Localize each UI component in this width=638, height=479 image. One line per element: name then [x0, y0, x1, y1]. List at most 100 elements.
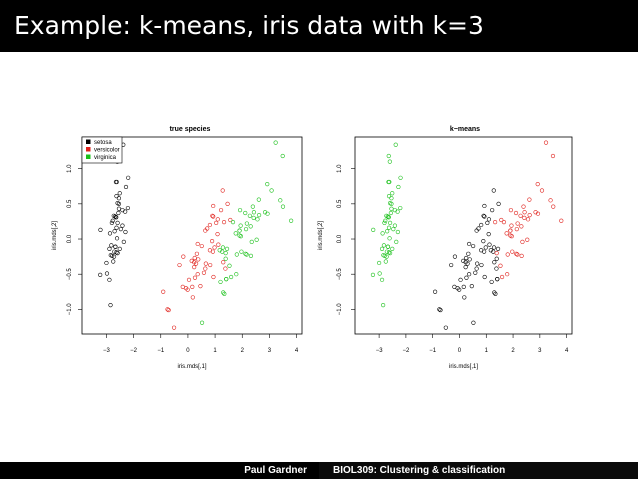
data-point: [452, 284, 457, 289]
data-point: [244, 221, 249, 226]
data-point: [115, 250, 120, 256]
slide-title-bar: Example: k-means, iris data with k=3: [0, 0, 638, 52]
data-point: [494, 266, 499, 271]
data-point: [269, 188, 274, 193]
y-tick-label: −1.0: [337, 303, 343, 316]
data-point: [161, 289, 166, 294]
data-point: [114, 236, 120, 241]
x-tick-label: 2: [511, 348, 515, 354]
x-tick-label: −3: [103, 348, 111, 354]
data-point: [221, 260, 226, 265]
x-tick-label: −1: [157, 348, 165, 354]
data-point: [489, 279, 494, 285]
data-point: [98, 227, 103, 232]
data-point: [98, 272, 103, 277]
data-point: [535, 211, 541, 216]
data-point: [249, 239, 254, 244]
data-point: [479, 262, 484, 268]
data-point: [207, 248, 213, 253]
data-point: [486, 217, 492, 222]
data-point: [224, 246, 230, 251]
data-point: [515, 221, 520, 226]
data-point: [189, 258, 194, 263]
data-point: [513, 210, 519, 216]
data-point: [108, 303, 113, 308]
data-point: [220, 188, 225, 193]
data-point: [391, 227, 396, 232]
data-point: [379, 246, 385, 251]
data-point: [384, 213, 389, 218]
data-point: [237, 233, 242, 238]
chart-panel-2: k−means −3 −2 −1 0 1 2 3 4 −1.0 −0.5 0.0 0.5 1.0 iris.…: [318, 126, 573, 370]
data-point: [211, 274, 216, 280]
data-point: [209, 239, 215, 244]
data-point: [469, 284, 474, 289]
data-point: [381, 303, 386, 308]
data-point: [180, 284, 185, 289]
data-point: [203, 261, 208, 266]
data-point: [467, 257, 472, 262]
data-point: [491, 249, 496, 254]
data-point: [110, 218, 115, 223]
x-tick-label: 1: [485, 348, 489, 354]
legend-label: versicolor: [94, 148, 120, 154]
data-point: [114, 225, 119, 230]
data-point: [508, 208, 514, 213]
data-point: [533, 210, 538, 215]
x-tick-label: 4: [565, 348, 569, 354]
data-point: [559, 218, 564, 223]
data-point: [113, 244, 118, 249]
data-point: [473, 270, 478, 275]
data-point: [166, 307, 171, 313]
data-point: [499, 274, 505, 280]
data-point: [123, 229, 128, 235]
x-tick-label: 4: [295, 348, 299, 354]
data-point: [392, 208, 398, 213]
data-point: [243, 227, 249, 232]
data-point: [550, 153, 556, 159]
data-point: [107, 246, 112, 251]
data-point: [390, 246, 395, 251]
y-tick-label: 0.5: [337, 199, 343, 208]
chart-title: k−means: [450, 126, 480, 133]
data-point: [495, 277, 500, 282]
data-point: [113, 179, 119, 185]
data-point: [371, 227, 376, 232]
data-point: [461, 258, 466, 263]
data-point: [475, 261, 480, 266]
data-point: [388, 210, 393, 216]
data-point: [381, 243, 387, 248]
data-point: [273, 140, 278, 145]
data-point: [377, 260, 382, 266]
data-point: [381, 253, 386, 258]
data-point: [495, 246, 501, 251]
data-point: [104, 260, 109, 266]
footer-course: BIOL309: Clustering & classification: [319, 462, 638, 479]
data-point: [481, 239, 486, 244]
legend-swatch: [86, 139, 91, 144]
data-point: [118, 227, 123, 232]
data-point: [215, 231, 220, 237]
data-point: [234, 272, 239, 277]
data-point: [248, 253, 254, 259]
data-point: [203, 228, 208, 233]
data-point: [433, 289, 438, 294]
data-point: [211, 203, 216, 209]
data-point: [216, 242, 221, 247]
data-point: [380, 231, 385, 236]
x-tick-label: 0: [186, 348, 190, 354]
footer-bar: Paul Gardner BIOL309: Clustering & class…: [0, 462, 638, 479]
data-point: [186, 277, 192, 282]
data-point: [243, 251, 248, 256]
data-point: [462, 295, 467, 300]
data-point: [123, 184, 129, 190]
x-tick-label: −1: [429, 348, 437, 354]
slide-title: Example: k-means, iris data with k=3: [14, 11, 484, 40]
data-point: [398, 175, 403, 180]
data-point: [390, 191, 395, 196]
data-point: [488, 248, 493, 253]
data-point: [452, 254, 458, 259]
data-point: [237, 208, 243, 213]
data-point: [125, 205, 131, 211]
